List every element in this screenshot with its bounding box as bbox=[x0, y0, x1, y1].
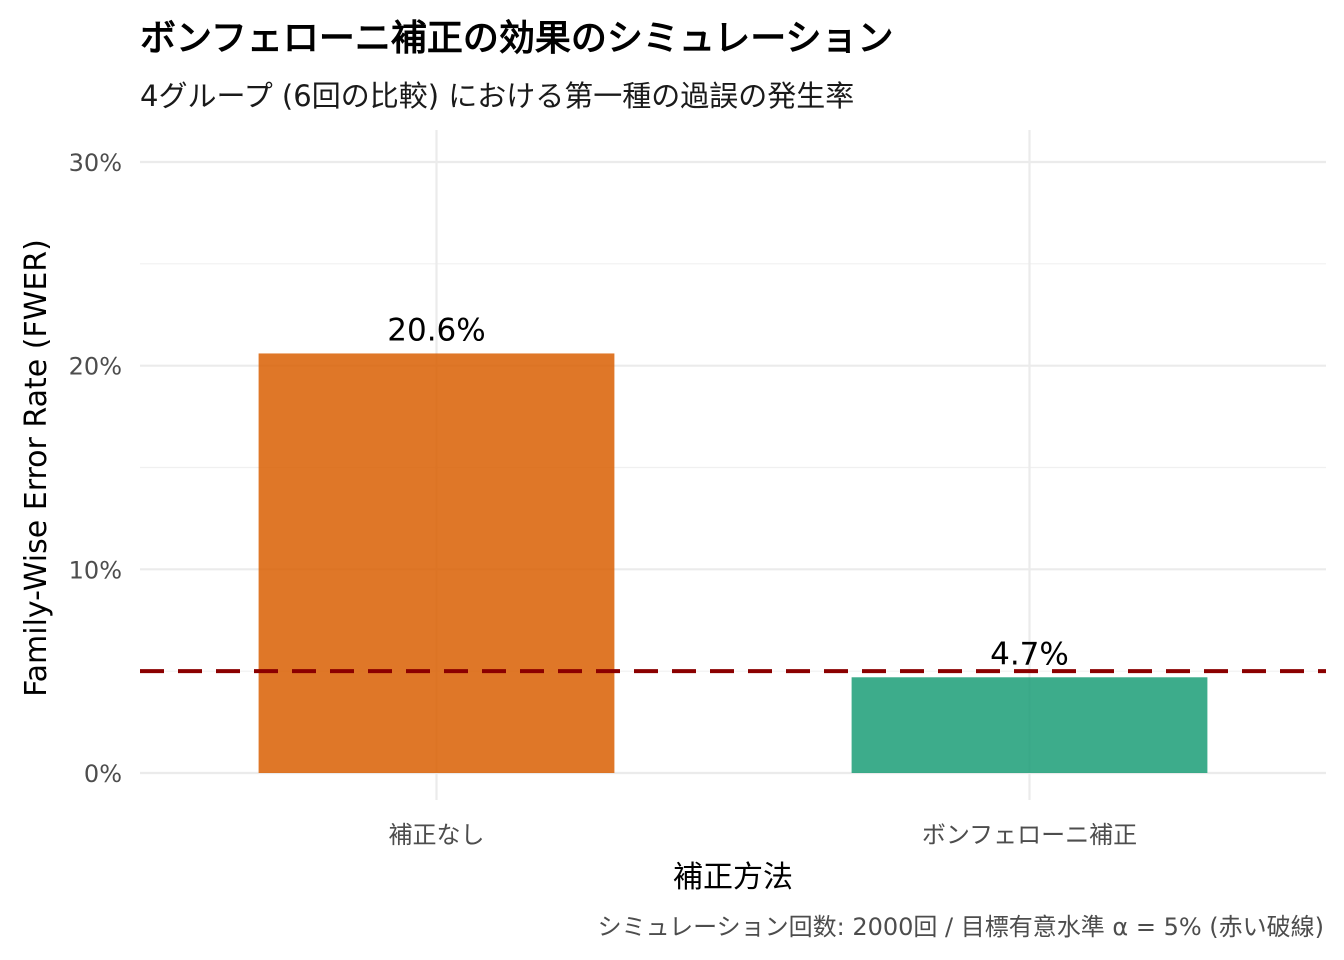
bars bbox=[258, 353, 1208, 773]
bar bbox=[258, 353, 615, 773]
x-axis-ticks: 補正なし ボンフェローニ補正 bbox=[389, 821, 1138, 849]
data-label: 4.7% bbox=[990, 636, 1069, 672]
y-tick-label: 10% bbox=[69, 556, 122, 584]
y-tick-label: 20% bbox=[69, 353, 122, 381]
y-tick-label: 30% bbox=[69, 149, 122, 177]
data-labels: 20.6% 4.7% bbox=[387, 312, 1069, 672]
y-tick-label: 0% bbox=[84, 760, 122, 788]
x-tick-label: 補正なし bbox=[389, 821, 485, 849]
bar bbox=[851, 677, 1208, 773]
chart-subtitle: 4グループ (6回の比較) における第一種の過誤の発生率 bbox=[140, 79, 854, 113]
y-axis-ticks: 0% 10% 20% 30% bbox=[69, 149, 122, 788]
chart-title: ボンフェローニ補正の効果のシミュレーション bbox=[140, 18, 893, 59]
y-axis-label: Family-Wise Error Rate (FWER) bbox=[19, 239, 54, 697]
x-axis-label: 補正方法 bbox=[673, 860, 793, 895]
chart-caption: シミュレーション回数: 2000回 / 目標有意水準 α = 5% (赤い破線) bbox=[598, 913, 1324, 941]
data-label: 20.6% bbox=[387, 312, 485, 348]
x-tick-label: ボンフェローニ補正 bbox=[922, 821, 1137, 849]
